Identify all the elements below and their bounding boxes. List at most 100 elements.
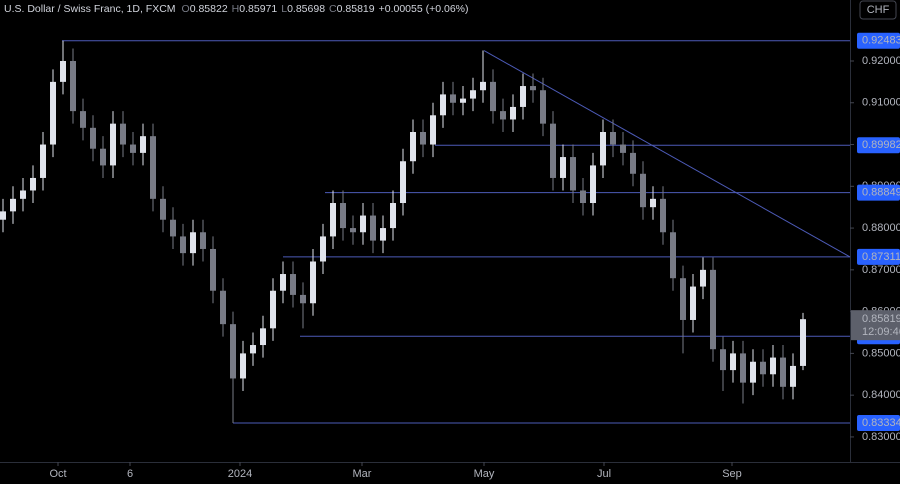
- candle-body: [490, 81, 496, 112]
- candle-body: [0, 211, 6, 220]
- candle-body: [770, 357, 776, 375]
- candle-body: [360, 215, 366, 233]
- candle-body: [800, 319, 806, 366]
- y-tick-label: 0.92000: [862, 55, 900, 67]
- ohlc-value: 0.85822: [190, 3, 228, 15]
- x-tick-label: Jul: [597, 468, 611, 480]
- candle-body: [720, 349, 726, 371]
- price-label: 0.85819: [862, 313, 900, 325]
- ohlc-value: 0.85698: [287, 3, 325, 15]
- candle-body: [250, 345, 256, 354]
- ohlc-key: H: [232, 3, 240, 15]
- candle-body: [600, 132, 606, 166]
- candle-body: [200, 232, 206, 249]
- candle-body: [530, 86, 536, 91]
- candle-body: [580, 190, 586, 204]
- level-label: 0.92483: [862, 35, 900, 47]
- y-tick-label: 0.84000: [862, 389, 900, 401]
- x-tick-label: Sep: [722, 468, 742, 480]
- candle-body: [100, 148, 106, 166]
- y-tick-label: 0.87000: [862, 264, 900, 276]
- candle-body: [690, 286, 696, 320]
- symbol: U.S. Dollar / Swiss Franc, 1D, FXCM: [4, 3, 176, 15]
- candle-body: [330, 203, 336, 237]
- candle-body: [230, 324, 236, 379]
- level-label-box: [857, 32, 900, 49]
- candle-body: [630, 152, 636, 174]
- candle-body: [790, 365, 796, 387]
- y-tick-label: 0.91000: [862, 97, 900, 109]
- candle-body: [70, 60, 76, 112]
- level-label-box: [857, 184, 900, 201]
- candle-body: [670, 232, 676, 279]
- candle-body: [270, 290, 276, 329]
- y-tick-label: 0.88000: [862, 222, 900, 234]
- currency-button-label[interactable]: CHF: [867, 4, 890, 16]
- candle-body: [370, 215, 376, 241]
- candle-body: [300, 294, 306, 304]
- candle-body: [160, 198, 166, 220]
- candle-body: [380, 228, 386, 241]
- candle-body: [680, 278, 686, 320]
- candle-body: [290, 274, 296, 295]
- candle-body: [240, 353, 246, 379]
- candle-body: [210, 248, 216, 291]
- candle-body: [220, 290, 226, 325]
- candle-body: [550, 123, 556, 178]
- level-label-box: [857, 137, 900, 154]
- ohlc-key: C: [329, 3, 337, 15]
- candle-body: [730, 353, 736, 371]
- x-tick-label: Oct: [49, 468, 66, 480]
- candle-body: [60, 60, 66, 82]
- ohlc-value: 0.85819: [337, 3, 375, 15]
- change: +0.00055 (+0.06%): [379, 3, 469, 15]
- candle-body: [650, 198, 656, 208]
- level-label-box: [857, 248, 900, 265]
- x-tick-label: 2024: [228, 468, 252, 480]
- y-tick-label: 0.83000: [862, 431, 900, 443]
- candle-body: [30, 177, 36, 191]
- x-tick-label: Mar: [353, 468, 372, 480]
- currency-button[interactable]: [859, 0, 897, 20]
- candle-body: [660, 198, 666, 233]
- candle-body: [180, 236, 186, 254]
- x-tick-label: May: [474, 468, 495, 480]
- candle-body: [480, 81, 486, 91]
- candle-body: [120, 123, 126, 145]
- trendline: [483, 50, 851, 258]
- candle-body: [320, 236, 326, 262]
- candle-body: [710, 269, 716, 350]
- header: U.S. Dollar / Swiss Franc, 1D, FXCM O0.85…: [4, 3, 469, 15]
- ohlc-value: 0.85971: [239, 3, 277, 15]
- candle-body: [700, 269, 706, 287]
- candle-body: [430, 115, 436, 145]
- candle-body: [640, 173, 646, 208]
- candle-body: [390, 203, 396, 229]
- level-label-box: [857, 414, 900, 431]
- candle-body: [310, 261, 316, 304]
- candle-body: [80, 111, 86, 128]
- candle-body: [190, 232, 196, 254]
- countdown: 12:09:46: [862, 326, 900, 338]
- y-tick-label: 0.85000: [862, 347, 900, 359]
- candle-body: [10, 198, 16, 212]
- candle-body: [610, 132, 616, 145]
- candle-body: [740, 353, 746, 383]
- candle-body: [90, 127, 96, 149]
- ohlc-key: O: [182, 3, 190, 15]
- price-label-box: [851, 310, 900, 341]
- candle-body: [400, 161, 406, 204]
- candle-body: [460, 98, 466, 103]
- candle-body: [450, 94, 456, 103]
- x-tick-label: 6: [127, 468, 133, 480]
- candle-body: [560, 157, 566, 178]
- candle-body: [130, 144, 136, 153]
- candle-body: [260, 328, 266, 346]
- candle-body: [110, 123, 116, 166]
- candle-body: [590, 165, 596, 204]
- level-label: 0.87311: [862, 251, 900, 263]
- candle-body: [500, 111, 506, 120]
- candle-body: [20, 190, 26, 199]
